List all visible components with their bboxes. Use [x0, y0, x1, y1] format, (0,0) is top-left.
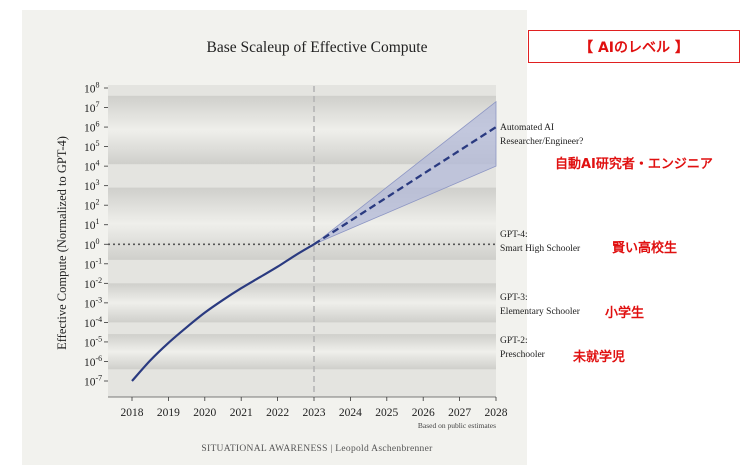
annotation-automated-ai: Researcher/Engineer? — [500, 137, 583, 147]
y-tick-label: 103 — [84, 178, 100, 193]
level-label-high-schooler: 賢い高校生 — [612, 241, 678, 256]
annotation-gpt3: GPT-3: — [500, 293, 528, 303]
credit: SITUATIONAL AWARENESS | Leopold Aschenbr… — [201, 444, 433, 454]
y-tick-label: 10-6 — [84, 354, 102, 369]
y-tick-label: 104 — [84, 159, 100, 174]
annotations: Automated AI Researcher/Engineer? GPT-4: Sm… — [500, 123, 583, 360]
x-tick-label: 2027 — [448, 407, 471, 419]
y-tick-label: 100 — [84, 237, 100, 252]
y-tick-label: 10-1 — [84, 256, 102, 271]
y-tick-label: 10-2 — [84, 276, 102, 291]
chart-title: Base Scaleup of Effective Compute — [207, 39, 428, 56]
plot-band-3 — [108, 334, 496, 370]
x-tick-label: 2020 — [193, 407, 216, 419]
x-tick-label: 2019 — [157, 407, 180, 419]
x-tick-label: 2026 — [412, 407, 435, 419]
historical-line — [131, 243, 315, 382]
level-label-ai-researcher: 自動AI研究者・エンジニア — [555, 157, 713, 172]
x-tick-label: 2021 — [230, 407, 253, 419]
projection-line — [313, 126, 497, 246]
level-label-preschool: 未就学児 — [573, 350, 626, 365]
plot-band-2 — [108, 283, 496, 323]
y-tick-label: 10-4 — [84, 315, 102, 330]
y-tick-label: 108 — [84, 81, 100, 96]
y-tick-label: 101 — [84, 217, 100, 232]
y-tick-label: 10-5 — [84, 334, 102, 349]
y-tick-label: 10-3 — [84, 295, 102, 310]
level-header: 【 AIのレベル 】 — [579, 39, 689, 56]
level-label-elementary: 小学生 — [605, 306, 645, 321]
plot-bands — [108, 95, 496, 370]
y-tick-label: 105 — [84, 139, 100, 154]
footnote: Based on public estimates — [418, 421, 496, 430]
y-tick-label: 107 — [84, 100, 100, 115]
y-tick-label: 10-7 — [84, 374, 102, 389]
x-axis-ticks: 2018 2019 2020 2021 2022 2023 2024 2025 2026 2027… — [108, 396, 508, 419]
x-tick-label: 2022 — [266, 407, 289, 419]
y-tick-label: 102 — [84, 198, 100, 213]
y-tick-label: 106 — [84, 120, 100, 135]
annotation-gpt4: Smart High Schooler — [500, 244, 581, 254]
projection-band — [313, 100, 497, 245]
level-header-box: 【 AIのレベル 】 — [528, 30, 740, 63]
x-tick-label: 2023 — [303, 407, 326, 419]
x-tick-label: 2018 — [121, 407, 144, 419]
annotation-gpt2: Preschooler — [500, 350, 546, 360]
y-axis-ticks: 108 107 106 105 104 103 102 101 100 10-1 10-2 10-3 1… — [84, 81, 108, 389]
y-axis-label: Effective Compute (Normalized to GPT-4) — [55, 136, 69, 350]
x-tick-label: 2028 — [485, 407, 508, 419]
x-tick-label: 2024 — [339, 407, 362, 419]
annotation-gpt3: Elementary Schooler — [500, 307, 581, 317]
annotation-gpt4: GPT-4: — [500, 230, 528, 240]
x-tick-label: 2025 — [375, 407, 398, 419]
annotation-gpt2: GPT-2: — [500, 336, 528, 346]
annotation-automated-ai: Automated AI — [500, 123, 554, 133]
plot-band-1 — [108, 187, 496, 260]
